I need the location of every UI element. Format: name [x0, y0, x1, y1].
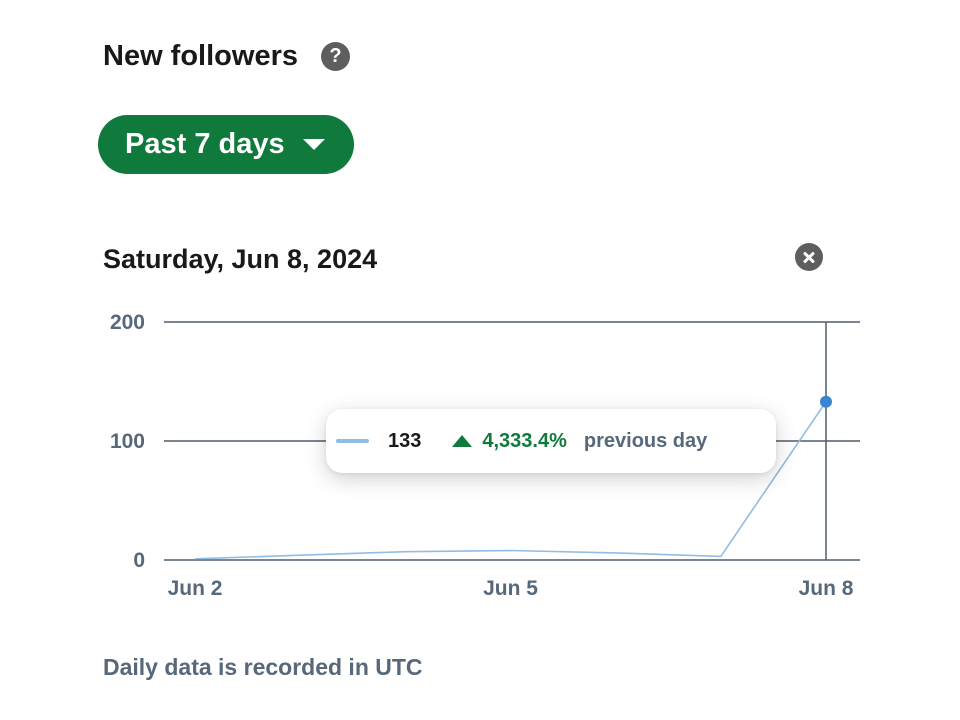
question-circle-icon[interactable]: ? — [321, 42, 350, 71]
arrow-up-icon — [452, 435, 473, 447]
date-range-label: Past 7 days — [125, 128, 285, 160]
y-tick-label: 100 — [110, 430, 145, 453]
y-tick-label: 200 — [110, 311, 145, 334]
tooltip-value: 133 — [388, 429, 422, 452]
card-title: New followers — [103, 40, 298, 72]
tooltip-change: 4,333.4% — [482, 429, 567, 452]
x-tick-label: Jun 5 — [483, 577, 538, 600]
x-tick-label: Jun 8 — [799, 577, 854, 600]
x-tick-label: Jun 2 — [168, 577, 223, 600]
tooltip-caption: previous day — [583, 429, 708, 452]
series-swatch — [336, 439, 369, 443]
selected-date: Saturday, Jun 8, 2024 — [103, 244, 378, 274]
date-range-dropdown[interactable]: Past 7 days — [98, 115, 354, 174]
chart-tooltip: 133 4,333.4% previous day — [326, 409, 776, 473]
series-line — [194, 401, 827, 560]
caret-down-icon — [302, 139, 325, 150]
utc-footnote: Daily data is recorded in UTC — [103, 654, 423, 680]
highlighted-data-point — [820, 395, 832, 408]
close-circle-icon[interactable] — [795, 243, 823, 271]
y-tick-label: 0 — [133, 549, 145, 572]
